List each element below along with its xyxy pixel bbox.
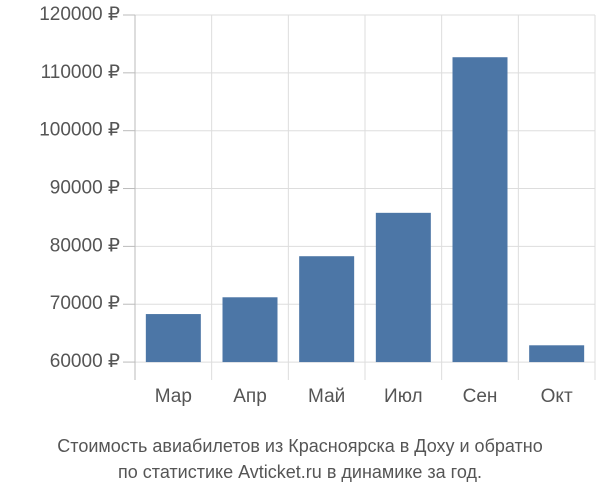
- x-tick-label: Июл: [384, 386, 423, 407]
- x-tick-label: Апр: [233, 386, 267, 407]
- x-tick-label: Мар: [155, 386, 192, 407]
- bar: [529, 345, 585, 363]
- bar: [452, 57, 508, 363]
- x-tick-label: Май: [308, 386, 345, 407]
- x-tick-label: Окт: [541, 386, 573, 407]
- y-tick-label: 110000 ₽: [41, 62, 120, 83]
- bar: [222, 297, 278, 363]
- chart-title: Стоимость авиабилетов из Красноярска в Д…: [57, 436, 542, 456]
- y-tick-label: 60000 ₽: [50, 351, 120, 372]
- x-tick-label: Сен: [463, 386, 498, 407]
- y-tick-label: 90000 ₽: [50, 178, 120, 199]
- y-tick-label: 100000 ₽: [39, 120, 120, 141]
- bar: [299, 256, 355, 363]
- y-tick-label: 120000 ₽: [39, 4, 120, 25]
- bar: [145, 314, 201, 363]
- y-tick-label: 80000 ₽: [50, 235, 120, 256]
- bar: [375, 212, 431, 363]
- y-tick-label: 70000 ₽: [50, 293, 120, 314]
- chart-title: по статистике Avticket.ru в динамике за …: [118, 462, 482, 482]
